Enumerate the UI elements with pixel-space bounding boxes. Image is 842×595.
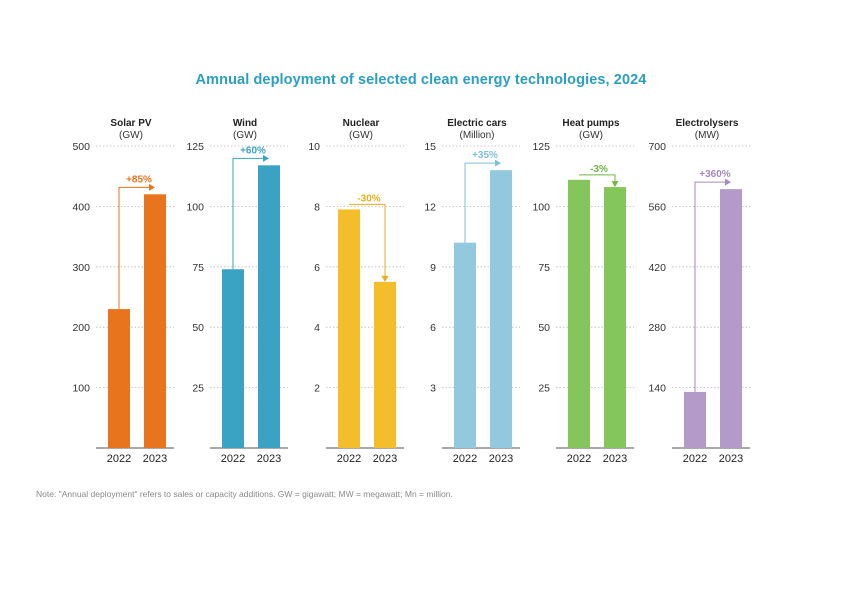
change-arrow	[349, 203, 386, 276]
x-tick-label: 2023	[719, 453, 743, 465]
y-tick-label: 50	[192, 322, 204, 334]
y-tick-label: 6	[314, 262, 320, 274]
bar-2022	[684, 391, 706, 448]
y-tick-label: 100	[532, 201, 550, 213]
x-tick-label: 2023	[603, 453, 627, 465]
bar-2022	[222, 269, 244, 448]
x-tick-label: 2023	[489, 453, 513, 465]
y-tick-label: 3	[430, 383, 436, 395]
y-tick-label: 400	[72, 201, 90, 213]
change-arrow	[118, 186, 151, 310]
y-tick-label: 125	[532, 141, 550, 153]
x-tick-label: 2022	[453, 453, 477, 465]
panel-unit: (GW)	[579, 130, 603, 141]
y-tick-label: 75	[538, 262, 550, 274]
y-tick-label: 500	[72, 141, 90, 153]
y-tick-label: 6	[430, 322, 436, 334]
panel-title: Solar PV	[110, 118, 151, 129]
chart-title: Amnual deployment of selected clean ener…	[195, 72, 647, 88]
x-tick-label: 2022	[683, 453, 707, 465]
y-tick-label: 420	[648, 262, 666, 274]
y-tick-label: 100	[72, 383, 90, 395]
y-tick-label: 10	[308, 141, 320, 153]
change-arrowhead	[495, 159, 501, 167]
y-tick-label: 2	[314, 383, 320, 395]
y-tick-label: 140	[648, 383, 666, 395]
y-tick-label: 700	[648, 141, 666, 153]
y-tick-label: 12	[424, 201, 436, 213]
change-arrowhead	[725, 178, 731, 186]
y-tick-label: 100	[186, 201, 204, 213]
y-tick-label: 15	[424, 141, 436, 153]
y-tick-label: 8	[314, 201, 320, 213]
x-tick-label: 2023	[373, 453, 397, 465]
change-arrow	[579, 174, 616, 182]
bar-2022	[108, 309, 130, 448]
y-tick-label: 25	[192, 383, 204, 395]
panel-title: Electric cars	[447, 118, 507, 129]
change-arrow	[694, 181, 727, 392]
x-tick-label: 2022	[221, 453, 245, 465]
chart-panel-5: Electrolysers(MW) 140 280 420 560 700 2022 2023…	[648, 118, 750, 465]
y-tick-label: 25	[538, 383, 550, 395]
bar-2023	[374, 281, 396, 448]
y-tick-label: 280	[648, 322, 666, 334]
change-arrowhead	[611, 181, 619, 188]
panel-title: Wind	[233, 118, 257, 129]
bar-2023	[490, 170, 512, 448]
y-tick-label: 125	[186, 141, 204, 153]
x-tick-label: 2022	[567, 453, 591, 465]
y-tick-label: 75	[192, 262, 204, 274]
change-arrowhead	[149, 183, 155, 191]
panel-title: Electrolysers	[676, 118, 739, 129]
bar-2023	[144, 194, 166, 448]
y-tick-label: 200	[72, 322, 90, 334]
bar-2023	[258, 165, 280, 448]
panel-title: Nuclear	[343, 118, 380, 129]
chart-note: Note: "Annual deployment" refers to sale…	[36, 489, 453, 499]
chart-panel-2: Nuclear(GW) 2 4 6 8 10 2022 2023 -30%	[308, 118, 404, 465]
change-label: +35%	[472, 150, 498, 161]
panel-unit: (GW)	[349, 130, 373, 141]
change-arrow	[464, 162, 497, 243]
bar-2023	[604, 187, 626, 448]
change-arrowhead	[263, 154, 269, 162]
y-tick-label: 300	[72, 262, 90, 274]
y-tick-label: 4	[314, 322, 320, 334]
chart-panel-4: Heat pumps(GW) 25 50 75 100 125 2022 2023 -3%	[532, 118, 634, 465]
bar-2023	[720, 189, 742, 448]
panel-unit: (MW)	[695, 130, 719, 141]
change-label: -30%	[357, 193, 380, 204]
panel-unit: (Million)	[460, 130, 495, 141]
chart-panel-3: Electric cars(Million) 3 6 9 12 15 2022 2023 +35…	[424, 118, 520, 465]
x-tick-label: 2022	[337, 453, 361, 465]
panel-title: Heat pumps	[562, 118, 620, 129]
x-tick-label: 2023	[257, 453, 281, 465]
chart-panel-0: Solar PV(GW) 100 200 300 400 500 2022 2023 +85%	[72, 118, 174, 465]
change-arrow	[232, 157, 265, 270]
change-label: +85%	[126, 174, 152, 185]
bar-2022	[568, 179, 590, 448]
panel-unit: (GW)	[233, 130, 257, 141]
x-tick-label: 2022	[107, 453, 131, 465]
bar-2022	[454, 242, 476, 448]
chart-panel-1: Wind(GW) 25 50 75 100 125 2022 2023 +60%	[186, 118, 288, 465]
bar-2022	[338, 209, 360, 448]
x-tick-label: 2023	[143, 453, 167, 465]
panel-unit: (GW)	[119, 130, 143, 141]
change-label: +60%	[240, 145, 266, 156]
y-tick-label: 560	[648, 201, 666, 213]
y-tick-label: 50	[538, 322, 550, 334]
change-label: -3%	[590, 164, 608, 175]
change-arrowhead	[381, 275, 389, 282]
y-tick-label: 9	[430, 262, 436, 274]
change-label: +360%	[699, 169, 731, 180]
